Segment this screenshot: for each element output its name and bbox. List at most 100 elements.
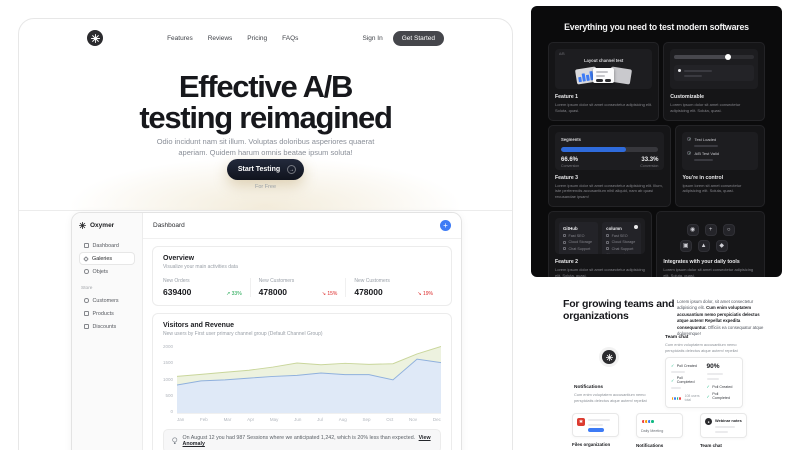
subtitle-line-2: aperiam. Quidem harum omnis beatae ipsum… (178, 147, 353, 157)
grid-icon (84, 243, 89, 248)
add-button[interactable]: + (440, 220, 451, 231)
file-icon: ✱ (577, 418, 585, 426)
sidebar-item-objets[interactable]: Objets (79, 265, 135, 278)
view-anomaly-link[interactable]: View Anomaly (182, 435, 431, 447)
mini-card-title: GitHub (563, 225, 578, 231)
row-icon (606, 247, 610, 251)
feature-card-control: ✓ Test Loaded ✓ A/B Test Valid You're in c… (675, 124, 765, 207)
app-icon: ▲ (697, 239, 710, 252)
text-card-thumb (593, 68, 615, 83)
sidebar-item-label: Dashboard (92, 242, 119, 249)
sidebar-item-customers[interactable]: Customers (79, 294, 135, 307)
app-icon: ▣ (679, 239, 692, 252)
arrow-right-icon: → (287, 165, 297, 174)
segment-right: 33.3% Conversion (640, 157, 658, 168)
start-testing-button[interactable]: Start Testing → (226, 159, 305, 180)
headline-line-2: testing reimagined (139, 100, 393, 135)
sidebar-item-label: Customers (92, 297, 119, 304)
hero-headline: Effective A/B testing reimagined (19, 71, 512, 133)
overview-card: Overview Visualize your main activities … (152, 246, 452, 306)
cta-label: Start Testing (237, 166, 281, 173)
segment-progress-bar (561, 146, 659, 152)
stat-new-orders: New Orders 639400 ↗ 33% (163, 278, 250, 297)
top-navigation: Features Reviews Pricing FAQs Sign In Ge… (87, 27, 444, 49)
row-icon (563, 234, 566, 238)
bottom-card-caption: Notifications (636, 442, 664, 448)
sidebar-item-discounts[interactable]: Discounts (79, 320, 135, 333)
team-chat-item: ● Webinar notes Team chat Cum enim volup… (700, 413, 747, 450)
features-panel: Everything you need to test modern softw… (531, 6, 782, 277)
app-icon: ○ (722, 223, 735, 236)
page-title: Dashboard (153, 222, 185, 229)
bottom-cards-row: ✱ Files organization Cum enim voluptatem… (572, 413, 747, 450)
check-icon: ✓ (706, 394, 710, 399)
notifications-title: Notifications (574, 385, 604, 390)
tilted-cards (558, 66, 649, 85)
sidebar-item-label: Products (92, 310, 114, 317)
mockup-label: Layout channel test (583, 58, 624, 63)
sidebar-item-products[interactable]: Products (79, 307, 135, 320)
nav-link-pricing[interactable]: Pricing (247, 34, 268, 42)
customizable-mockup (670, 49, 758, 89)
sidebar-main-list: Dashboard Galeries Objets (79, 239, 135, 278)
cta-area: Start Testing → For Free (19, 159, 512, 190)
feature-desc: Lorem ipsum dolor sit amet consectetur a… (670, 102, 741, 113)
sidebar-item-galeries[interactable]: Galeries (79, 252, 135, 265)
stat-value: 478000 (354, 287, 383, 297)
check-icon: ✓ (687, 137, 692, 142)
sidebar-item-label: Objets (92, 268, 109, 275)
get-started-button[interactable]: Get Started (392, 30, 444, 46)
avatar (650, 419, 655, 424)
avatar-stack (641, 419, 655, 424)
webinar-label: Webinar notes (715, 418, 742, 423)
hero-section: Features Reviews Pricing FAQs Sign In Ge… (19, 19, 512, 211)
features-row-3: GitHub Fast SEO Cloud Storage Chat Suppo… (548, 210, 765, 277)
feature-desc: Lorem ipsum dolor sit amet consectetur a… (555, 182, 663, 200)
nav-links: Features Reviews Pricing FAQs (167, 35, 298, 42)
stat-new-customers-2: New Customers 478000 ↘ 19% (345, 278, 441, 297)
dashboard-brand: Oxymer (79, 222, 135, 229)
users-total-note: 108 users total (684, 394, 700, 403)
feature-card-integrations: ◉ + ○ ▣ ▲ ◆ Integrates with your daily t… (656, 210, 765, 277)
chart-plot (176, 344, 442, 414)
stat-new-customers-1: New Customers 478000 ↘ 15% (249, 278, 346, 297)
team-chat-left-col: ✓ Poll Created ✓ Poll Completed 108 users … (671, 363, 702, 402)
flower-logo-icon (90, 33, 100, 43)
nav-link-faqs[interactable]: FAQs (282, 34, 299, 42)
integrations-mockup: ◉ + ○ ▣ ▲ ◆ (663, 218, 758, 254)
plans-mockup: GitHub Fast SEO Cloud Storage Chat Suppo… (555, 217, 646, 254)
sidebar-item-dashboard[interactable]: Dashboard (79, 239, 135, 252)
subtitle-line-1: Odio incidunt nam sit illum. Voluptas do… (156, 137, 375, 146)
meeting-card: Daily Meeting (636, 413, 683, 438)
check-icon: ✓ (706, 385, 710, 390)
sidebar-section-store: Store (81, 286, 93, 291)
sidebar-store-list: Customers Products Discounts (79, 294, 135, 333)
slider-fill (674, 55, 727, 59)
circle-icon (84, 269, 89, 274)
teams-heading: For growing teams and organizations (563, 298, 675, 323)
dashboard-topbar: Dashboard + (143, 213, 461, 239)
dashboard-sidebar: Oxymer Dashboard Galeries Objets Store (72, 213, 143, 450)
checklist-item: ✓ A/B Test Valid (687, 150, 719, 156)
team-chat-desc: Cum enim voluptatem accusantium nemo per… (665, 342, 738, 353)
app-icon: + (704, 223, 717, 236)
slider-knob (724, 54, 731, 60)
bell-icon: ● (705, 418, 712, 425)
feature-desc: Lorem ipsum dolor sit amet consectetur a… (555, 102, 653, 113)
chart-y-axis: 2000 1500 1000 500 0 (163, 344, 174, 414)
overview-title: Overview (163, 255, 195, 262)
segments-label: Segments (561, 136, 582, 142)
chart-title: Visitors and Revenue (163, 322, 235, 329)
sign-in-link[interactable]: Sign In (362, 34, 383, 42)
app-icon: ◆ (715, 239, 728, 252)
site-logo[interactable] (87, 30, 103, 46)
feature-card-segments: Segments 66.6% Conversion 33.3% Conversi… (548, 124, 672, 207)
nav-link-features[interactable]: Features (167, 34, 193, 42)
nav-link-reviews[interactable]: Reviews (207, 34, 233, 42)
team-chat-right-col: 90% ✓ Poll Created ✓ Poll Completed (706, 363, 738, 402)
chart-area: 2000 1500 1000 500 0 (163, 344, 442, 414)
avatar (678, 396, 683, 401)
notifications-desc: Cum enim voluptatem accusantium nemo per… (574, 392, 647, 403)
lightbulb-icon (172, 437, 178, 445)
stat-delta-down: ↘ 19% (417, 291, 434, 297)
